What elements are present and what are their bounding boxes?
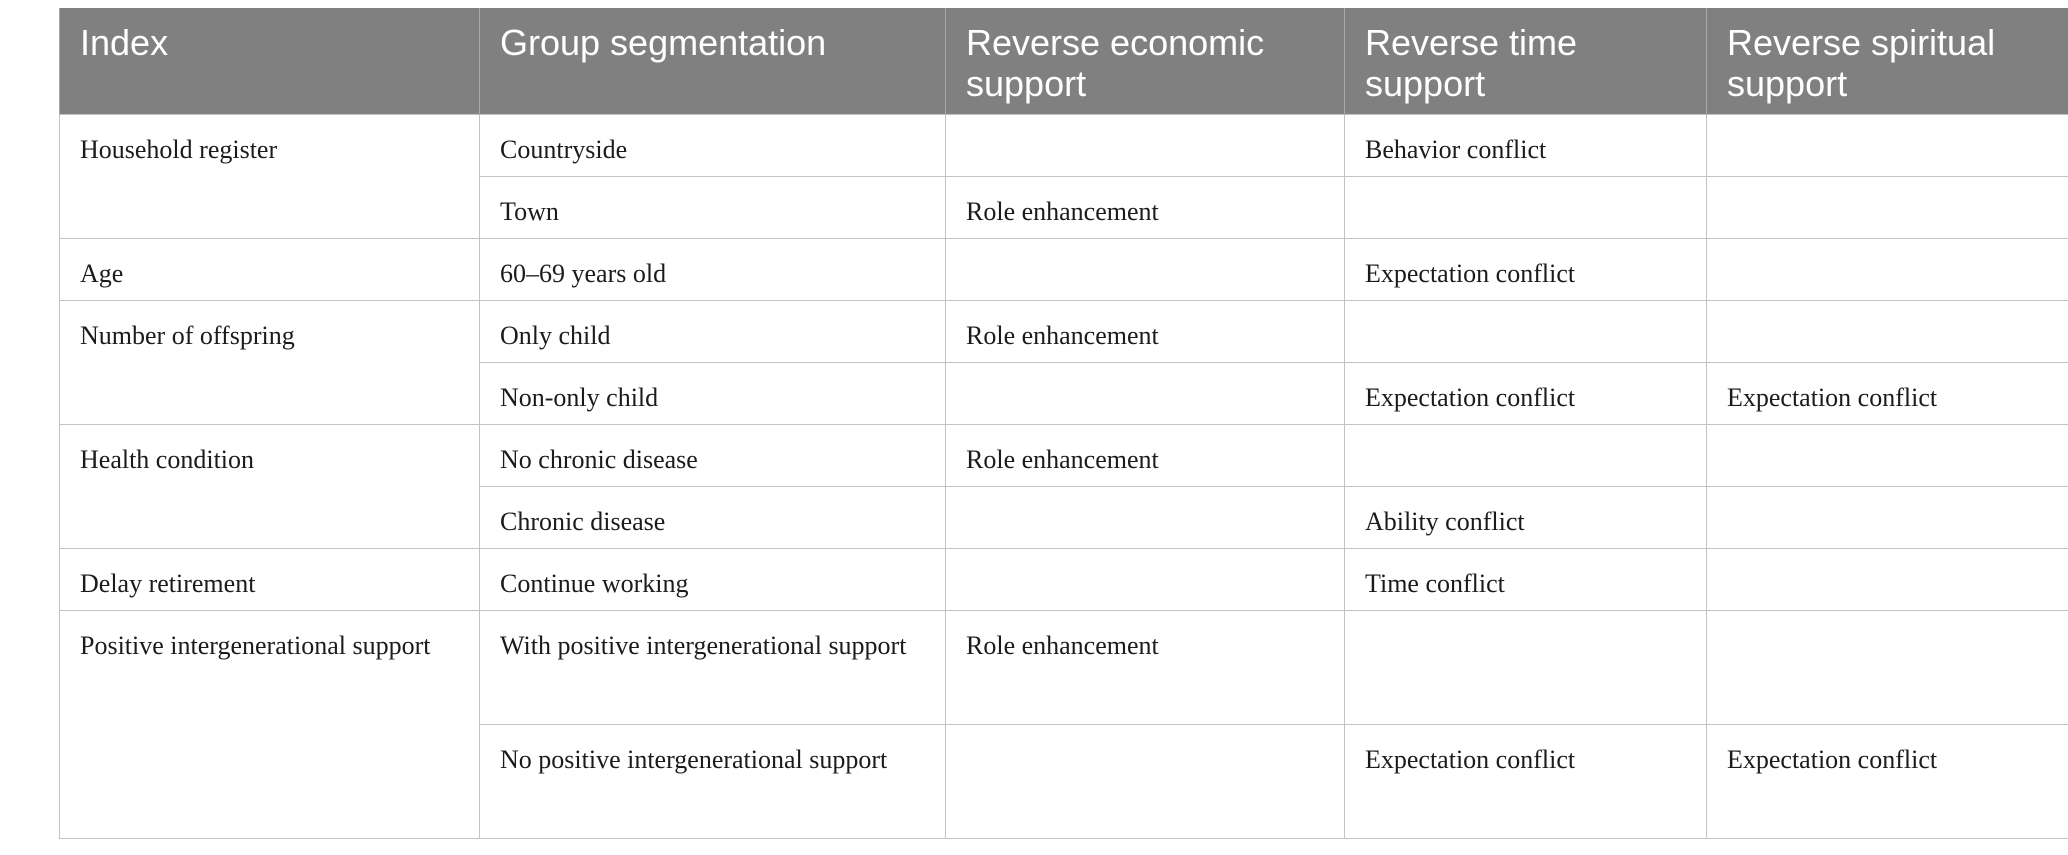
table-row: Delay retirement Continue working Time c… xyxy=(59,548,2068,611)
index-cell: Positive intergenerational support xyxy=(59,610,480,839)
table-row: Household register Countryside Behavior … xyxy=(59,114,2068,239)
group-cell: Countryside xyxy=(479,114,946,177)
time-cell: Behavior conflict xyxy=(1344,114,1707,177)
group-cell: Only child xyxy=(479,300,946,363)
spiritual-cell xyxy=(1706,238,2068,301)
time-cell: Time conflict xyxy=(1344,548,1707,611)
group-cell: Town xyxy=(479,176,946,239)
index-cell: Delay retirement xyxy=(59,548,480,611)
spiritual-cell: Expectation conflict xyxy=(1706,362,2068,425)
spiritual-cell xyxy=(1706,424,2068,487)
table-row: Town Role enhancement xyxy=(60,176,2068,239)
table-row: Health condition No chronic disease Role… xyxy=(59,424,2068,549)
header-reverse-economic-support: Reverse economic support xyxy=(945,8,1345,115)
economic-cell: Role enhancement xyxy=(945,424,1345,487)
table-row: Chronic disease Ability conflict xyxy=(60,486,2068,549)
table-header: Index Group segmentation Reverse economi… xyxy=(59,8,2068,115)
spiritual-cell xyxy=(1706,176,2068,239)
economic-cell xyxy=(945,362,1345,425)
header-row: Index Group segmentation Reverse economi… xyxy=(59,8,2068,115)
group-cell: No chronic disease xyxy=(479,424,946,487)
economic-cell xyxy=(945,724,1345,839)
economic-cell: Role enhancement xyxy=(945,610,1345,725)
economic-cell xyxy=(945,548,1345,611)
results-table-container: Index Group segmentation Reverse economi… xyxy=(59,8,2068,839)
economic-cell xyxy=(945,114,1345,177)
spiritual-cell xyxy=(1706,486,2068,549)
results-table: Index Group segmentation Reverse economi… xyxy=(59,8,2068,839)
table-row: No positive intergenerational support Ex… xyxy=(60,724,2068,839)
spiritual-cell xyxy=(1706,610,2068,725)
spiritual-cell xyxy=(1706,300,2068,363)
group-cell: 60–69 years old xyxy=(479,238,946,301)
table-row: Age 60–69 years old Expectation conflict xyxy=(59,238,2068,301)
header-index: Index xyxy=(59,8,480,115)
time-cell xyxy=(1344,300,1707,363)
time-cell: Expectation conflict xyxy=(1344,362,1707,425)
header-reverse-time-support: Reverse time support xyxy=(1344,8,1707,115)
spiritual-cell xyxy=(1706,548,2068,611)
table-row: Number of offspring Only child Role enha… xyxy=(59,300,2068,425)
spiritual-cell: Expectation conflict xyxy=(1706,724,2068,839)
spiritual-cell xyxy=(1706,114,2068,177)
time-cell: Expectation conflict xyxy=(1344,724,1707,839)
group-cell: Continue working xyxy=(479,548,946,611)
table-row: Non-only child Expectation conflict Expe… xyxy=(60,362,2068,425)
index-cell: Age xyxy=(59,238,480,301)
time-cell xyxy=(1344,424,1707,487)
table-body: Household register Countryside Behavior … xyxy=(59,114,2068,839)
economic-cell: Role enhancement xyxy=(945,300,1345,363)
time-cell: Expectation conflict xyxy=(1344,238,1707,301)
group-cell: Non-only child xyxy=(479,362,946,425)
header-group-segmentation: Group segmentation xyxy=(479,8,946,115)
group-cell: With positive intergenerational support xyxy=(479,610,946,725)
table-row: Positive intergenerational support With … xyxy=(59,610,2068,839)
index-cell: Household register xyxy=(59,114,480,239)
index-cell: Number of offspring xyxy=(59,300,480,425)
time-cell: Ability conflict xyxy=(1344,486,1707,549)
header-reverse-spiritual-support: Reverse spiritual support xyxy=(1706,8,2068,115)
group-cell: Chronic disease xyxy=(479,486,946,549)
economic-cell xyxy=(945,238,1345,301)
time-cell xyxy=(1344,610,1707,725)
group-cell: No positive intergenerational support xyxy=(479,724,946,839)
economic-cell xyxy=(945,486,1345,549)
index-cell: Health condition xyxy=(59,424,480,549)
time-cell xyxy=(1344,176,1707,239)
economic-cell: Role enhancement xyxy=(945,176,1345,239)
